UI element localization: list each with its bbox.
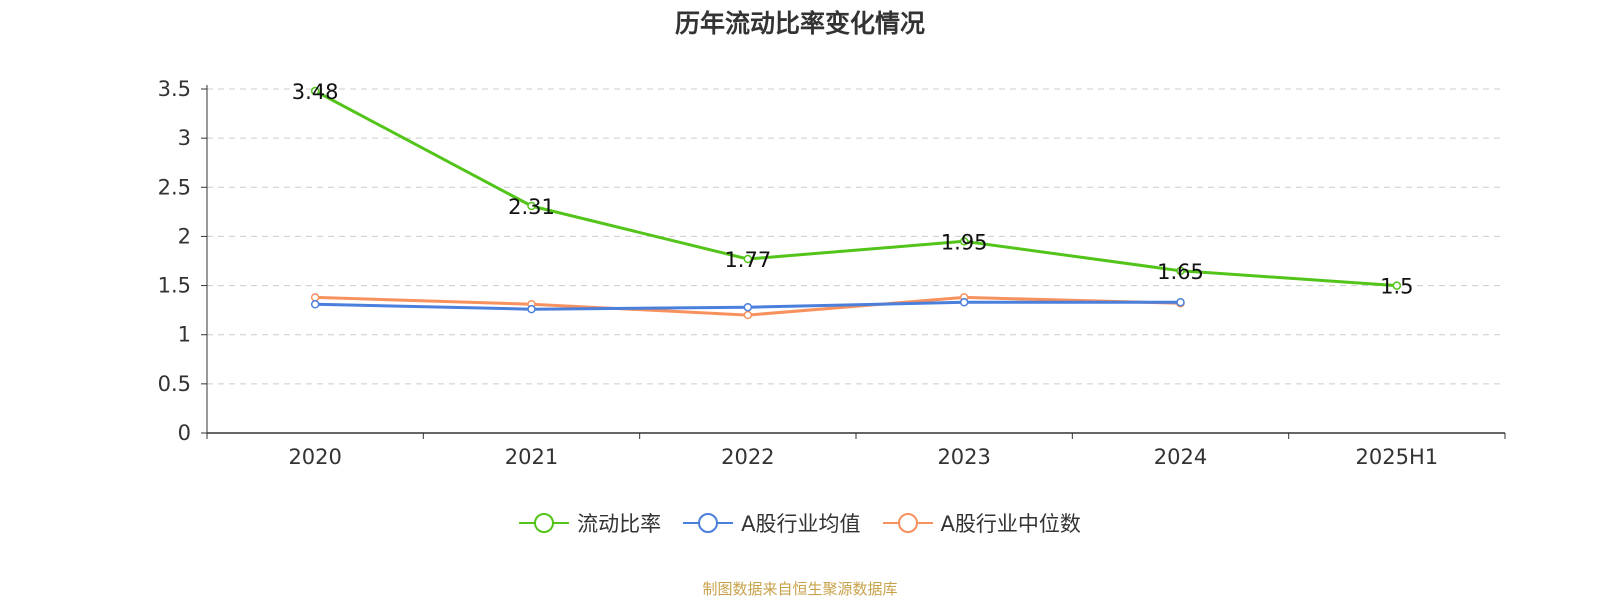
- x-tick-label: 2023: [937, 445, 990, 469]
- data-label: 1.65: [1157, 260, 1204, 284]
- legend-label: 流动比率: [577, 512, 662, 536]
- axes: 0 0.5 1 1.5 2 2.5 3 3.5 2020 2021 2022 2023 2024 2025…: [158, 77, 1506, 469]
- data-point: [527, 201, 536, 211]
- legend-line-circle-icon: [882, 513, 933, 533]
- data-label: 1.95: [941, 230, 988, 254]
- series: [310, 86, 1402, 320]
- y-tick-label: 0: [178, 421, 191, 445]
- legend-item-industry-mean[interactable]: A股行业均值: [683, 508, 861, 538]
- data-point: [743, 254, 753, 264]
- y-tick-label: 3: [178, 126, 191, 150]
- legend-item-industry-median[interactable]: A股行业中位数: [882, 508, 1081, 538]
- y-tick-label: 1.5: [158, 274, 191, 298]
- chart-title: 历年流动比率变化情况: [674, 9, 925, 38]
- y-tick-label: 2: [178, 224, 191, 248]
- legend: 流动比率 A股行业均值 A股行业中位数: [0, 508, 1600, 538]
- y-tick-label: 1: [178, 323, 191, 347]
- legend-line-circle-icon: [519, 513, 570, 533]
- y-tick-label: 0.5: [158, 372, 191, 396]
- legend-label: A股行业中位数: [940, 512, 1081, 536]
- data-point: [527, 304, 536, 314]
- data-label: 3.48: [292, 80, 339, 104]
- data-point: [959, 237, 969, 246]
- grid-lines: [207, 88, 1505, 385]
- data-point: [1176, 266, 1185, 276]
- data-labels: 3.48 2.31 1.77 1.95 1.65 1.5: [292, 80, 1414, 299]
- data-point: [310, 293, 320, 302]
- x-tick-label: 2021: [505, 445, 558, 469]
- x-tick-label: 2024: [1154, 445, 1207, 469]
- legend-label: A股行业均值: [741, 512, 861, 536]
- x-tick-label: 2022: [721, 445, 774, 469]
- y-tick-label: 3.5: [158, 77, 191, 101]
- data-point: [1176, 298, 1185, 307]
- x-tick-label: 2025H1: [1356, 445, 1439, 469]
- data-label: 1.5: [1380, 275, 1413, 299]
- data-point: [959, 298, 969, 307]
- legend-item-current-ratio[interactable]: 流动比率: [519, 508, 661, 538]
- data-point: [743, 302, 753, 312]
- data-label: 2.31: [508, 195, 555, 219]
- legend-line-circle-icon: [683, 513, 734, 533]
- data-point: [310, 299, 320, 309]
- source-note: 制图数据来自恒生聚源数据库: [702, 580, 898, 598]
- series-line: [314, 89, 1397, 288]
- data-point: [743, 310, 753, 320]
- y-tick-label: 2.5: [158, 175, 191, 199]
- data-point: [1392, 281, 1402, 290]
- data-label: 1.77: [724, 248, 771, 272]
- x-tick-label: 2020: [288, 445, 341, 469]
- data-point: [310, 86, 320, 96]
